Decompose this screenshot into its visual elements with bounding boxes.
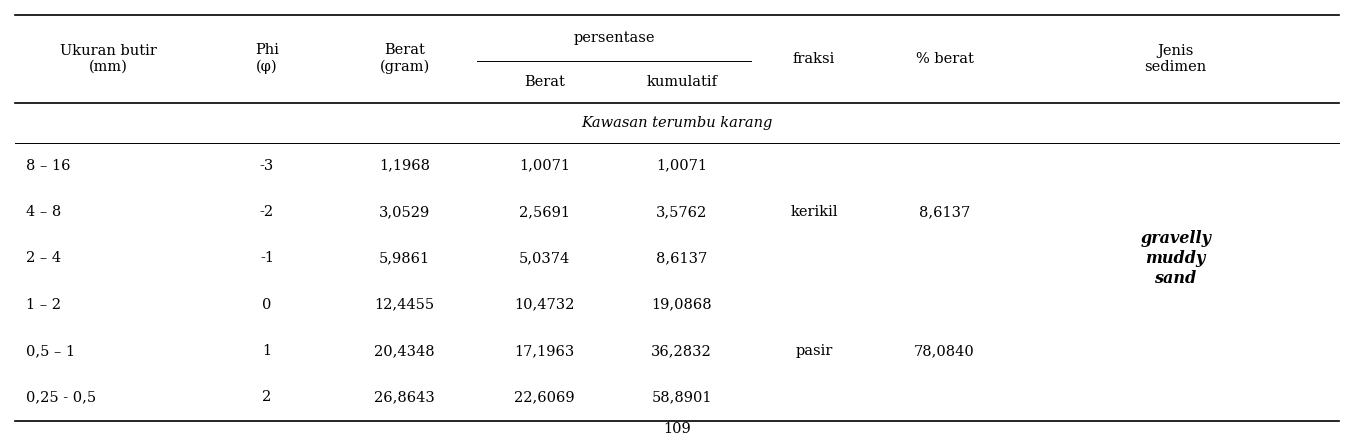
Text: 8,6137: 8,6137: [919, 205, 971, 219]
Text: 1,0071: 1,0071: [657, 159, 707, 173]
Text: persentase: persentase: [573, 31, 655, 45]
Text: 5,0374: 5,0374: [519, 251, 570, 266]
Text: 1: 1: [263, 344, 271, 358]
Text: Ukuran butir
(mm): Ukuran butir (mm): [60, 44, 157, 74]
Text: 0,25 - 0,5: 0,25 - 0,5: [26, 390, 96, 404]
Text: -3: -3: [260, 159, 274, 173]
Text: 26,8643: 26,8643: [374, 390, 435, 404]
Text: 78,0840: 78,0840: [914, 344, 975, 358]
Text: 36,2832: 36,2832: [651, 344, 712, 358]
Text: Phi
(φ): Phi (φ): [255, 44, 279, 74]
Text: Kawasan terumbu karang: Kawasan terumbu karang: [581, 116, 773, 130]
Text: fraksi: fraksi: [793, 52, 835, 66]
Text: 1,0071: 1,0071: [519, 159, 570, 173]
Text: Berat
(gram): Berat (gram): [379, 44, 429, 74]
Text: % berat: % berat: [915, 52, 974, 66]
Text: 3,5762: 3,5762: [657, 205, 707, 219]
Text: 2,5691: 2,5691: [519, 205, 570, 219]
Text: 0: 0: [263, 298, 272, 312]
Text: Jenis
sedimen: Jenis sedimen: [1144, 44, 1206, 74]
Text: 109: 109: [663, 422, 691, 436]
Text: 17,1963: 17,1963: [515, 344, 574, 358]
Text: Berat: Berat: [524, 75, 565, 89]
Text: 2 – 4: 2 – 4: [26, 251, 61, 266]
Text: 4 – 8: 4 – 8: [26, 205, 61, 219]
Text: kumulatif: kumulatif: [646, 75, 718, 89]
Text: pasir: pasir: [795, 344, 833, 358]
Text: 1,1968: 1,1968: [379, 159, 431, 173]
Text: 19,0868: 19,0868: [651, 298, 712, 312]
Text: 8 – 16: 8 – 16: [26, 159, 70, 173]
Text: 58,8901: 58,8901: [651, 390, 712, 404]
Text: kerikil: kerikil: [791, 205, 838, 219]
Text: 3,0529: 3,0529: [379, 205, 431, 219]
Text: gravelly
muddy
sand: gravelly muddy sand: [1140, 230, 1210, 286]
Text: 22,6069: 22,6069: [515, 390, 575, 404]
Text: 5,9861: 5,9861: [379, 251, 431, 266]
Text: 2: 2: [263, 390, 272, 404]
Text: 10,4732: 10,4732: [515, 298, 574, 312]
Text: 20,4348: 20,4348: [375, 344, 435, 358]
Text: 1 – 2: 1 – 2: [26, 298, 61, 312]
Text: 0,5 – 1: 0,5 – 1: [26, 344, 74, 358]
Text: 12,4455: 12,4455: [375, 298, 435, 312]
Text: 8,6137: 8,6137: [657, 251, 707, 266]
Text: -2: -2: [260, 205, 274, 219]
Text: -1: -1: [260, 251, 274, 266]
